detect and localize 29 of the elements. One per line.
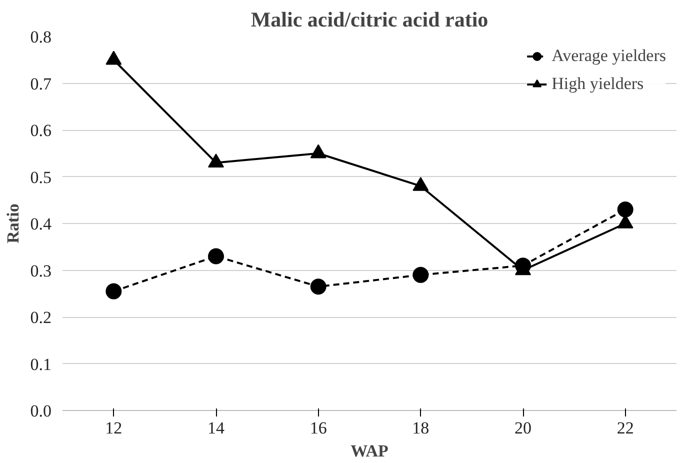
point — [106, 283, 122, 300]
point — [310, 278, 326, 295]
point — [412, 176, 429, 191]
point — [617, 201, 634, 218]
y-tick-label: 0.3 — [30, 261, 52, 280]
y-tick-label: 0.8 — [30, 28, 52, 46]
x-tick-label: 20 — [514, 418, 532, 438]
chart-title: Malic acid/citric acid ratio — [250, 8, 488, 32]
point — [412, 266, 429, 283]
y-tick-label: 0.6 — [30, 121, 52, 140]
y-tick-label: 0.5 — [30, 168, 52, 187]
point — [106, 50, 122, 65]
y-tick-label: 0.1 — [30, 354, 52, 374]
y-tick-label: 0.4 — [30, 214, 52, 234]
y-tick-label: 0.7 — [30, 74, 52, 94]
point — [208, 248, 224, 264]
x-tick-label: 18 — [412, 418, 430, 438]
point — [208, 154, 224, 168]
y-tick-label: 0.0 — [30, 402, 52, 420]
x-tick-label: 16 — [310, 418, 327, 438]
y-tick-label: 0.2 — [30, 308, 52, 327]
legend-label: Average yielders — [552, 46, 666, 66]
x-tick-label: 14 — [208, 418, 225, 438]
x-tick-label: 12 — [105, 418, 122, 438]
y-axis-title: Ratio — [3, 204, 22, 244]
point — [310, 144, 326, 158]
legend-label: High yielders — [552, 74, 644, 94]
x-tick-label: 22 — [616, 418, 634, 438]
x-axis-title: WAP — [350, 442, 388, 460]
